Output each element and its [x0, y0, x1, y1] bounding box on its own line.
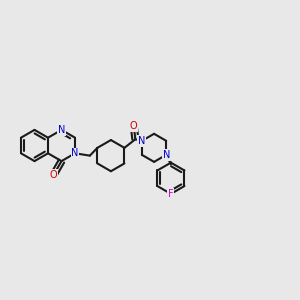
Text: O: O: [50, 170, 58, 180]
Text: N: N: [163, 150, 170, 160]
Text: N: N: [138, 136, 146, 146]
Text: F: F: [168, 189, 174, 199]
Text: O: O: [130, 121, 138, 131]
Text: N: N: [71, 148, 79, 158]
Text: N: N: [58, 125, 65, 135]
